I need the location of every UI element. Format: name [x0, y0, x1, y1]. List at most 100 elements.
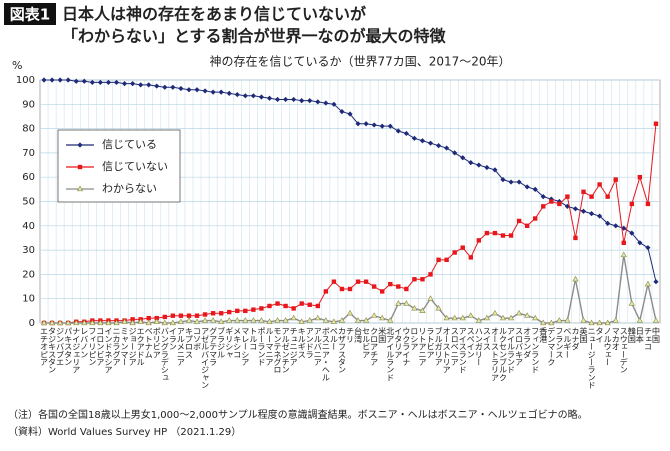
point [419, 138, 426, 144]
point [573, 235, 578, 241]
point [178, 85, 184, 92]
y-tick-label: 100 [16, 75, 35, 86]
point [130, 317, 135, 322]
point [597, 213, 603, 219]
point [251, 307, 256, 312]
series [40, 251, 660, 326]
point [81, 78, 87, 84]
point [540, 319, 547, 326]
x-tick-label: クロアチア [369, 327, 379, 366]
point [444, 257, 449, 263]
point [202, 312, 208, 317]
point [613, 177, 618, 182]
point [323, 100, 329, 106]
x-tick-label: オーストラリア [490, 327, 500, 381]
x-tick-label: リトアニア [417, 327, 427, 366]
x-tick-label: ラトビア [426, 327, 436, 358]
point [395, 300, 402, 306]
point [653, 279, 659, 285]
point [508, 179, 514, 185]
point [347, 111, 353, 117]
point [234, 91, 240, 98]
point [556, 317, 563, 323]
point [49, 77, 55, 83]
point [170, 313, 176, 318]
point [266, 95, 273, 101]
point [347, 286, 353, 292]
point [307, 302, 312, 307]
x-tick-label: アイルランド [506, 327, 516, 374]
point [40, 319, 48, 326]
x-tick-label: アルバニア [313, 327, 323, 366]
point [210, 311, 216, 316]
point [637, 240, 643, 246]
point [580, 317, 587, 323]
y-tick-label: 30 [22, 245, 35, 256]
series [41, 121, 659, 326]
x-tick-label: メキシコ [232, 327, 242, 358]
x-tick-label: タジキスタン [47, 327, 57, 373]
x-tick-label: タイ [595, 327, 605, 343]
point [154, 315, 159, 321]
point [572, 206, 579, 212]
point [243, 308, 248, 314]
point [419, 307, 426, 313]
point [299, 98, 305, 104]
point [460, 155, 466, 161]
point [427, 295, 434, 301]
badge: 図表1 [10, 6, 50, 24]
point [57, 319, 64, 326]
x-tick-label: コソボ [192, 327, 202, 351]
point [515, 309, 523, 316]
point [524, 184, 530, 190]
x-tick-label: ブラジル [216, 326, 226, 358]
point [387, 123, 393, 129]
point [484, 164, 490, 171]
point [532, 186, 538, 192]
x-tick-label: アゼルバイジャン [200, 327, 210, 389]
x-tick-label: エチオピア [39, 327, 49, 366]
point [121, 81, 128, 87]
point [564, 203, 571, 209]
point [532, 216, 538, 221]
x-tick-label: カナダ [570, 327, 580, 351]
point [644, 280, 652, 287]
point [388, 281, 393, 287]
point [201, 317, 209, 323]
point [73, 78, 79, 84]
point [451, 314, 458, 321]
point [41, 77, 47, 83]
point [291, 306, 296, 311]
point [275, 301, 280, 306]
point [177, 318, 185, 324]
point [645, 201, 651, 207]
point [459, 314, 466, 321]
point [331, 279, 337, 284]
point [371, 312, 378, 318]
x-tick-label: ナイジェリア [71, 327, 81, 374]
point [524, 312, 531, 318]
x-tick-label: スロバキア [514, 327, 524, 366]
x-tick-label: ウクライナ [401, 327, 411, 366]
point [77, 142, 83, 148]
point [226, 317, 233, 323]
x-tick-label: ベトナム [144, 327, 154, 358]
point [274, 317, 281, 323]
point [105, 79, 112, 86]
point [65, 77, 71, 83]
x-tick-label: 中国 [651, 326, 661, 344]
point [500, 177, 506, 183]
point [307, 98, 313, 104]
point [507, 314, 515, 321]
point [186, 87, 192, 93]
point [548, 319, 555, 326]
point [653, 121, 659, 126]
point [330, 318, 338, 324]
point [89, 319, 96, 326]
point [113, 79, 120, 86]
point [121, 318, 128, 324]
series [41, 77, 659, 285]
point [89, 79, 95, 86]
y-tick-label: 60 [22, 172, 35, 183]
point [362, 317, 370, 323]
